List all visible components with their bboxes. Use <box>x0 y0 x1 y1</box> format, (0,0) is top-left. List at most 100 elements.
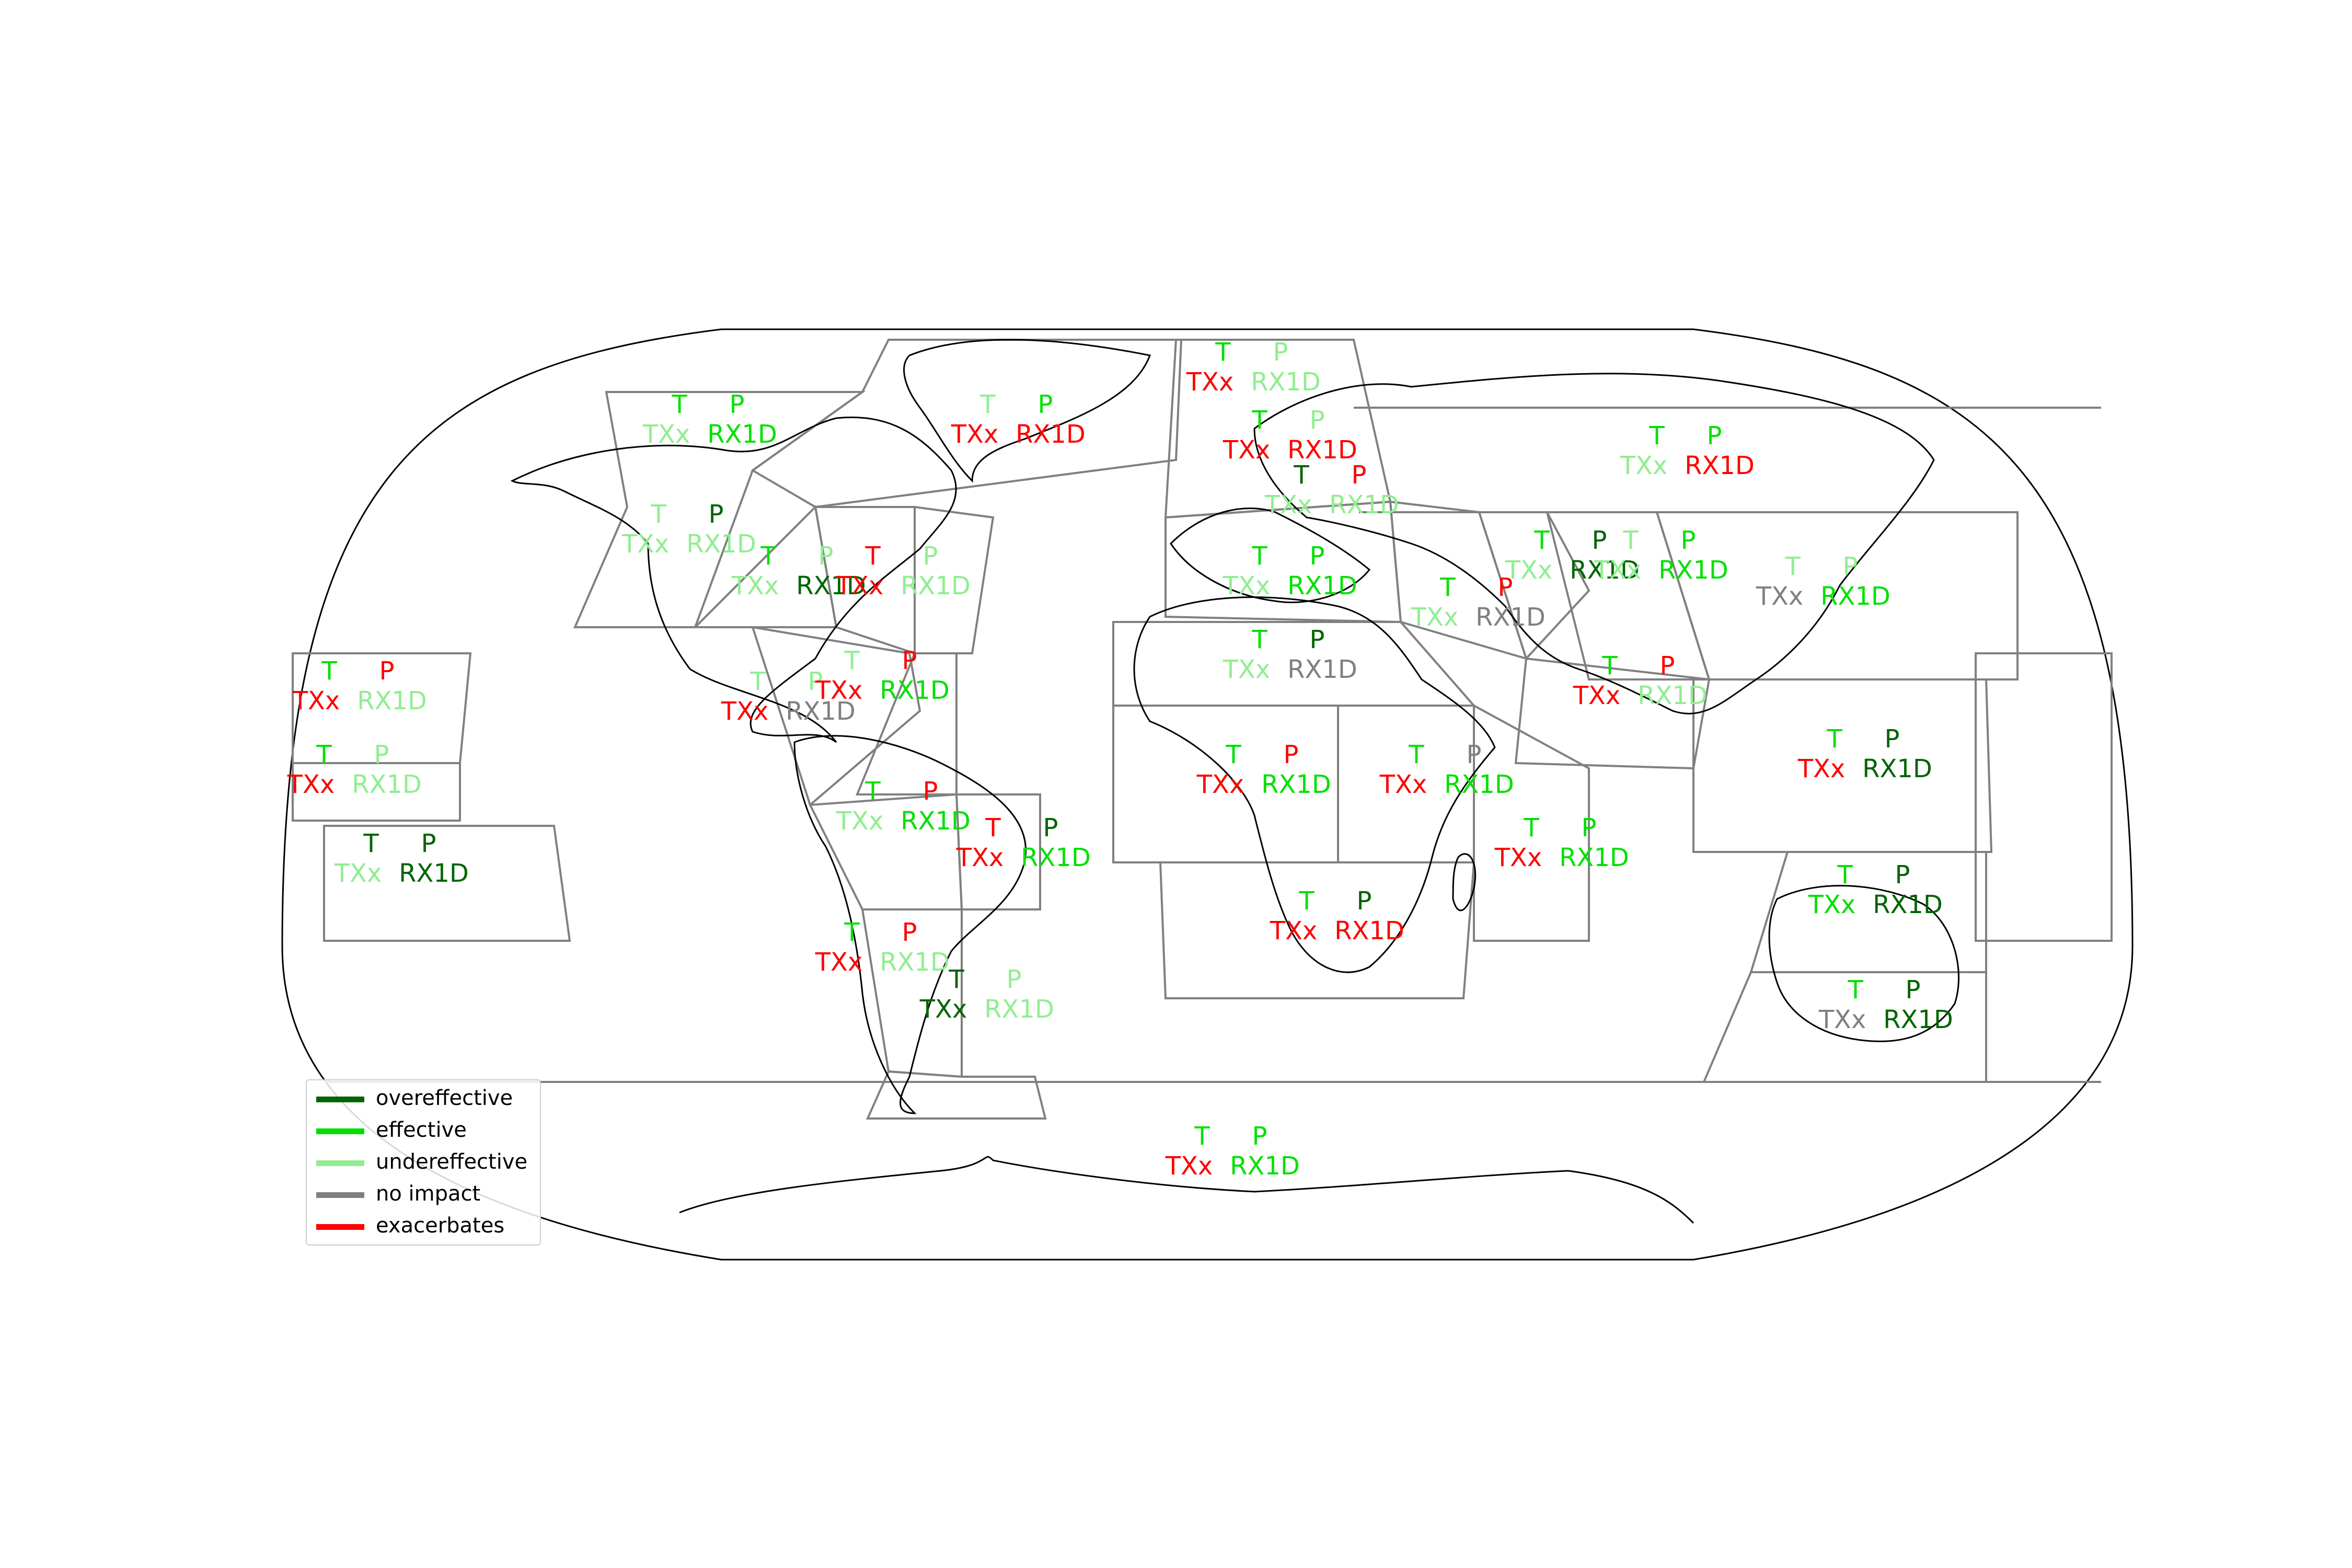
rx1d-label: RX1D <box>352 770 422 799</box>
precipitation-label: P <box>1843 552 1858 581</box>
rx1d-label: RX1D <box>901 571 971 601</box>
temperature-label: T <box>864 777 881 806</box>
rx1d-label: RX1D <box>1016 420 1086 449</box>
precipitation-label: P <box>730 390 745 419</box>
temperature-label: T <box>979 390 996 419</box>
txx-label: TXx <box>1270 916 1318 946</box>
precipitation-label: P <box>1498 573 1513 602</box>
precipitation-label: P <box>1895 860 1910 890</box>
temperature-label: T <box>864 541 881 571</box>
legend-label: no impact <box>376 1182 481 1206</box>
precipitation-label: P <box>1284 740 1299 769</box>
legend-item: exacerbates <box>307 1210 540 1242</box>
precipitation-label: P <box>902 646 917 675</box>
precipitation-label: P <box>1467 740 1482 769</box>
txx-label: TXx <box>1411 603 1459 632</box>
rx1d-label: RX1D <box>1685 451 1755 480</box>
precipitation-label: P <box>1357 886 1372 916</box>
precipitation-label: P <box>1681 526 1696 555</box>
rx1d-label: RX1D <box>1475 603 1546 632</box>
temperature-label: T <box>1194 1122 1210 1151</box>
txx-label: TXx <box>621 529 670 559</box>
temperature-label: T <box>1225 740 1241 769</box>
temperature-label: T <box>948 965 964 994</box>
precipitation-label: P <box>1310 406 1325 435</box>
map-frame <box>281 328 2134 1261</box>
rx1d-label: RX1D <box>1261 770 1331 799</box>
txx-label: TXx <box>956 843 1004 872</box>
rx1d-label: RX1D <box>1444 770 1514 799</box>
rx1d-label: RX1D <box>1230 1151 1300 1181</box>
temperature-label: T <box>760 541 776 571</box>
txx-label: TXx <box>1808 890 1856 919</box>
txx-label: TXx <box>1756 582 1804 611</box>
txx-label: TXx <box>287 770 335 799</box>
rx1d-label: RX1D <box>357 686 427 716</box>
txx-label: TXx <box>1594 556 1642 585</box>
txx-label: TXx <box>1494 843 1542 872</box>
precipitation-label: P <box>709 500 724 529</box>
temperature-label: T <box>1298 886 1315 916</box>
txx-label: TXx <box>1223 571 1271 601</box>
rx1d-label: RX1D <box>984 995 1054 1024</box>
temperature-label: T <box>1408 740 1424 769</box>
txx-label: TXx <box>292 686 340 716</box>
precipitation-label: P <box>1310 625 1325 654</box>
temperature-label: T <box>1439 573 1456 602</box>
txx-label: TXx <box>642 420 690 449</box>
temperature-label: T <box>650 500 666 529</box>
rx1d-label: RX1D <box>1658 556 1728 585</box>
rx1d-label: RX1D <box>1862 754 1932 783</box>
txx-label: TXx <box>815 676 863 705</box>
precipitation-label: P <box>1007 965 1022 994</box>
temperature-label: T <box>1622 526 1639 555</box>
precipitation-label: P <box>1273 338 1288 367</box>
rx1d-label: RX1D <box>686 529 756 559</box>
txx-label: TXx <box>1573 681 1621 710</box>
legend-swatch <box>316 1097 364 1102</box>
precipitation-label: P <box>1592 526 1607 555</box>
temperature-label: T <box>1784 552 1801 581</box>
precipitation-label: P <box>1352 460 1367 490</box>
precipitation-label: P <box>421 829 436 858</box>
precipitation-label: P <box>923 777 938 806</box>
txx-label: TXx <box>836 571 884 601</box>
txx-label: TXx <box>1186 367 1234 397</box>
temperature-label: T <box>363 829 379 858</box>
rx1d-label: RX1D <box>1570 556 1640 585</box>
precipitation-label: P <box>1906 975 1921 1005</box>
coastlines <box>510 339 1959 1224</box>
rx1d-label: RX1D <box>796 571 866 601</box>
precipitation-label: P <box>374 740 389 769</box>
precipitation-label: P <box>902 918 917 947</box>
txx-label: TXx <box>1196 770 1244 799</box>
rx1d-label: RX1D <box>1021 843 1091 872</box>
legend-swatch <box>316 1224 364 1230</box>
rx1d-label: RX1D <box>1820 582 1890 611</box>
legend-item: overeffective <box>307 1083 540 1114</box>
precipitation-label: P <box>818 541 834 571</box>
temperature-label: T <box>844 918 860 947</box>
txx-label: TXx <box>1264 490 1312 520</box>
temperature-label: T <box>1847 975 1863 1005</box>
temperature-label: T <box>1648 421 1665 451</box>
txx-label: TXx <box>836 806 884 836</box>
rx1d-label: RX1D <box>880 676 950 705</box>
legend-swatch <box>316 1192 364 1198</box>
precipitation-label: P <box>1043 813 1058 843</box>
temperature-label: T <box>750 667 766 696</box>
txx-label: TXx <box>815 948 863 977</box>
rx1d-label: RX1D <box>880 948 950 977</box>
temperature-label: T <box>844 646 860 675</box>
legend-label: overeffective <box>376 1086 513 1110</box>
rx1d-label: RX1D <box>901 806 971 836</box>
temperature-label: T <box>1251 625 1267 654</box>
rx1d-label: RX1D <box>1287 435 1357 465</box>
txx-label: TXx <box>1818 1005 1866 1034</box>
precipitation-label: P <box>379 656 395 686</box>
precipitation-label: P <box>808 667 823 696</box>
txx-label: TXx <box>919 995 967 1024</box>
txx-label: TXx <box>1620 451 1668 480</box>
